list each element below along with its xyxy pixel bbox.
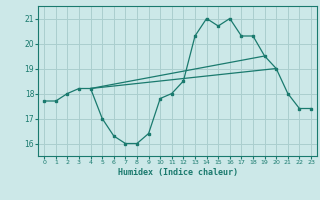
X-axis label: Humidex (Indice chaleur): Humidex (Indice chaleur) [118,168,238,177]
